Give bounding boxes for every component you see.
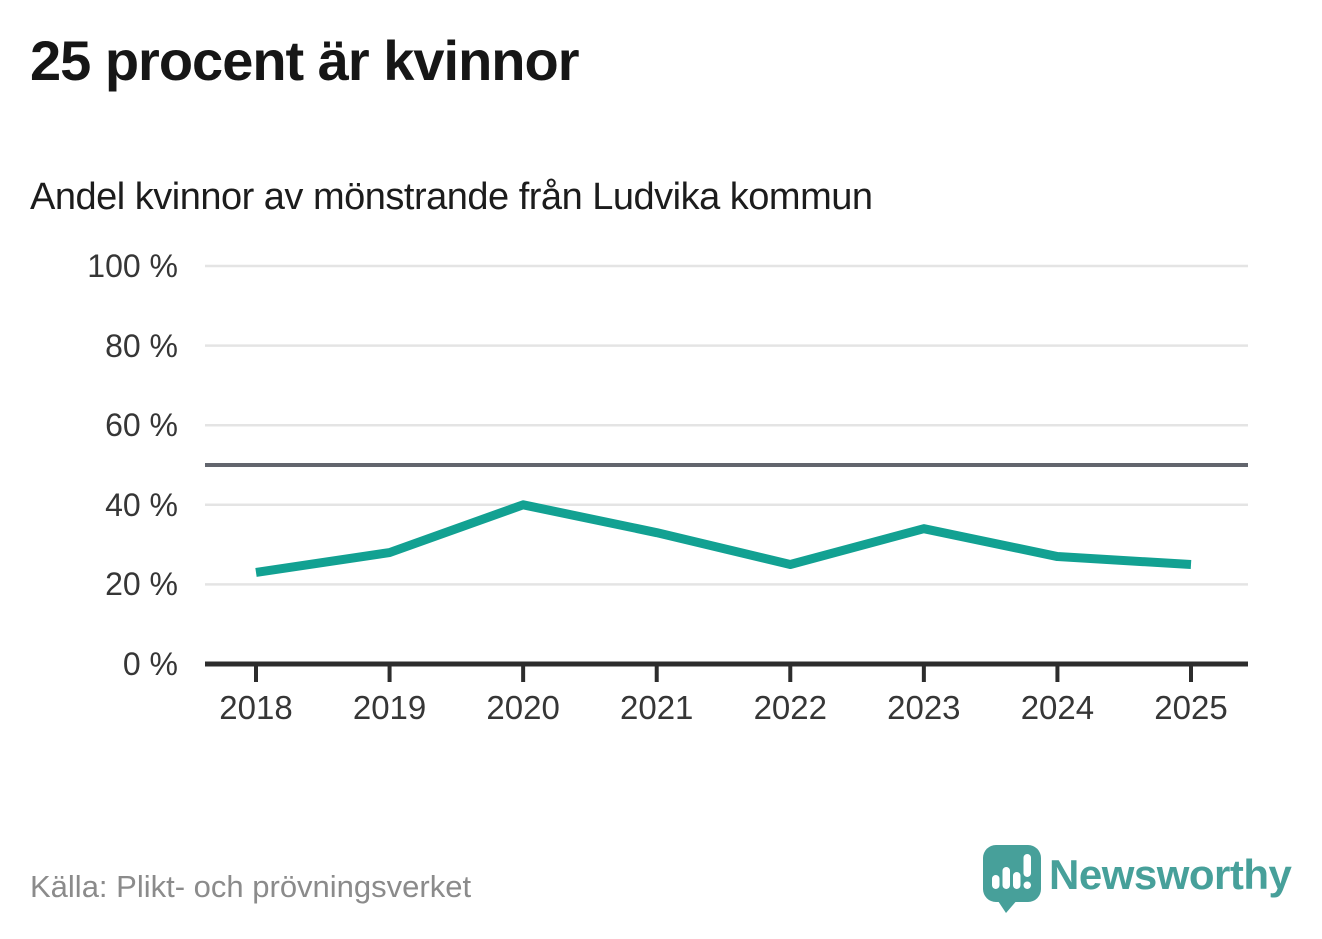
x-axis-label: 2021 (619, 689, 694, 726)
source-text: Källa: Plikt- och prövningsverket (30, 869, 472, 904)
x-axis-label: 2023 (887, 689, 961, 726)
newsworthy-logo-icon (983, 845, 1041, 913)
chart-subtitle: Andel kvinnor av mönstrande från Ludvika… (30, 176, 873, 218)
y-axis-label: 60 % (105, 407, 178, 444)
brand-logo: Newsworthy (982, 844, 1292, 914)
x-axis-label: 2020 (486, 689, 560, 726)
data-line-series (255, 500, 1192, 577)
x-axis-label: 2025 (1154, 689, 1228, 726)
x-axis-label: 2018 (219, 689, 293, 726)
y-axis-label: 80 % (105, 327, 178, 364)
y-axis-label: 40 % (105, 486, 178, 523)
x-axis-label: 2022 (753, 689, 827, 726)
x-axis-label: 2019 (352, 689, 427, 726)
brand-name: Newsworthy (1049, 851, 1292, 898)
x-axis-label: 2024 (1020, 689, 1095, 726)
y-axis-label: 100 % (87, 248, 178, 284)
y-axis-label: 0 % (122, 646, 178, 682)
page-title: 25 procent är kvinnor (30, 29, 580, 92)
y-axis-label: 20 % (105, 566, 178, 603)
